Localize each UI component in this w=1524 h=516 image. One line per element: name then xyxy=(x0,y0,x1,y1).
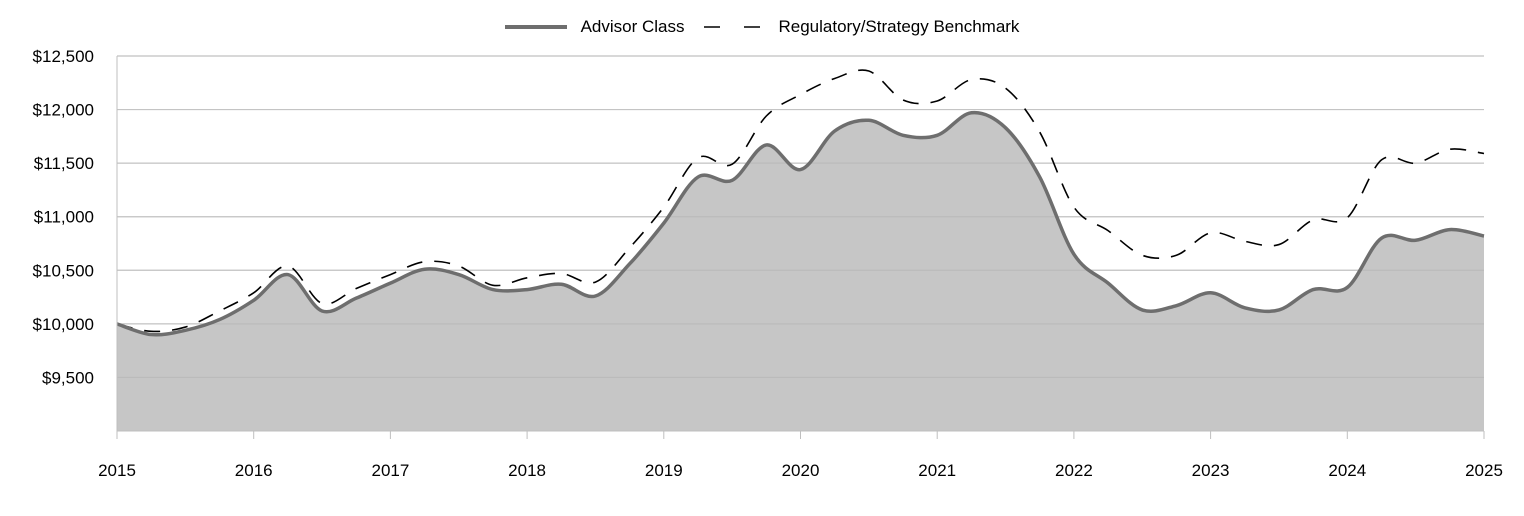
legend-item-advisor-class: Advisor Class xyxy=(504,17,685,37)
x-tick-label: 2020 xyxy=(782,461,820,480)
y-tick-label: $12,000 xyxy=(33,101,94,120)
x-tick-label: 2025 xyxy=(1465,461,1503,480)
x-axis-tick-labels: 2015 2016 2017 2018 2019 2020 2021 2022 2023 2024… xyxy=(98,431,1503,480)
y-axis-tick-labels: $9,500 $10,000 $10,500 $11,000 $11,500 $12,00… xyxy=(33,47,94,387)
series-line-advisor-class xyxy=(116,110,1485,337)
x-tick-label: 2023 xyxy=(1192,461,1230,480)
x-tick-label: 2019 xyxy=(645,461,683,480)
y-tick-label: $11,000 xyxy=(34,208,94,227)
legend-label-benchmark: Regulatory/Strategy Benchmark xyxy=(778,17,1020,36)
legend-label-advisor-class: Advisor Class xyxy=(580,17,685,36)
series-line-benchmark xyxy=(116,69,1485,333)
x-tick-label: 2016 xyxy=(235,461,273,480)
series-area-advisor-class xyxy=(117,112,1484,431)
legend: Advisor Class Regulatory/Strategy Benchm… xyxy=(0,14,1524,40)
legend-swatch-solid xyxy=(504,25,567,29)
legend-swatch-dashed xyxy=(702,26,765,28)
legend-item-benchmark: Regulatory/Strategy Benchmark xyxy=(702,17,1019,37)
x-tick-label: 2024 xyxy=(1328,461,1366,480)
y-tick-label: $11,500 xyxy=(34,154,94,173)
x-tick-label: 2018 xyxy=(508,461,546,480)
x-tick-label: 2021 xyxy=(918,461,956,480)
y-tick-label: $9,500 xyxy=(42,368,94,387)
y-tick-label: $10,000 xyxy=(33,315,94,334)
x-tick-label: 2017 xyxy=(371,461,409,480)
x-tick-label: 2022 xyxy=(1055,461,1093,480)
x-tick-label: 2015 xyxy=(98,461,136,480)
y-tick-label: $10,500 xyxy=(33,261,94,280)
y-tick-label: $12,500 xyxy=(33,47,94,66)
plot-area xyxy=(116,55,1485,431)
